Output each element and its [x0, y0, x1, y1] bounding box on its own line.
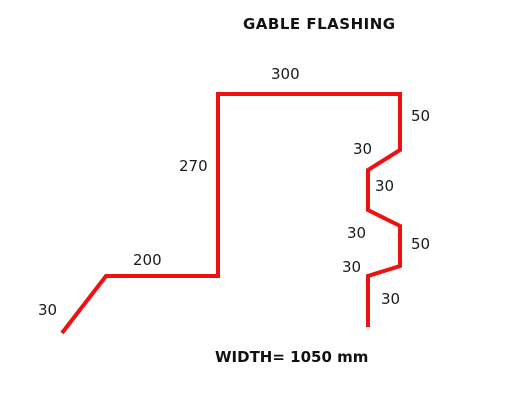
dimension-30-c: 30 — [347, 224, 366, 242]
width-label: WIDTH= 1050 mm — [215, 348, 368, 366]
dimension-50-mid: 50 — [411, 235, 430, 253]
dimension-30-d: 30 — [342, 258, 361, 276]
flashing-profile-line — [60, 92, 402, 335]
dimension-30-e: 30 — [381, 290, 400, 308]
dimension-30-bottom-left: 30 — [38, 301, 57, 319]
dimension-30-b: 30 — [375, 177, 394, 195]
diagram-title: GABLE FLASHING — [243, 15, 396, 33]
dimension-270: 270 — [179, 157, 208, 175]
dimension-300: 300 — [271, 65, 300, 83]
dimension-200: 200 — [133, 251, 162, 269]
dimension-50-top: 50 — [411, 107, 430, 125]
dimension-30-a: 30 — [353, 140, 372, 158]
